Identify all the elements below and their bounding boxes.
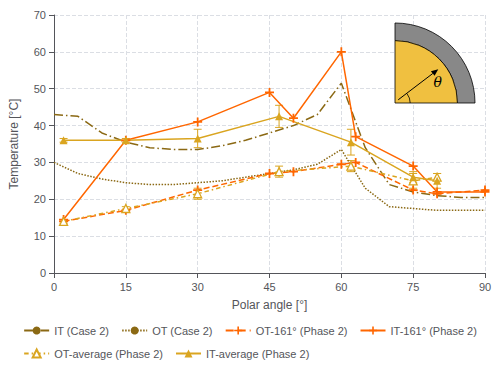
svg-text:0: 0 xyxy=(40,267,46,279)
svg-text:40: 40 xyxy=(34,120,46,132)
svg-text:45: 45 xyxy=(263,281,275,293)
svg-text:75: 75 xyxy=(407,281,419,293)
svg-text:IT-161° (Phase 2): IT-161° (Phase 2) xyxy=(391,325,477,337)
svg-text:IT (Case 2): IT (Case 2) xyxy=(54,325,109,337)
svg-text:Polar angle [°]: Polar angle [°] xyxy=(232,298,308,312)
svg-text:10: 10 xyxy=(34,230,46,242)
svg-text:θ: θ xyxy=(433,74,442,90)
svg-text:70: 70 xyxy=(34,9,46,21)
svg-text:15: 15 xyxy=(120,281,132,293)
svg-text:OT-161° (Phase 2): OT-161° (Phase 2) xyxy=(256,325,348,337)
svg-text:30: 30 xyxy=(192,281,204,293)
svg-text:90: 90 xyxy=(479,281,491,293)
svg-text:20: 20 xyxy=(34,193,46,205)
svg-text:OT (Case 2): OT (Case 2) xyxy=(152,325,212,337)
svg-text:Temperature [°C]: Temperature [°C] xyxy=(7,99,21,190)
svg-text:60: 60 xyxy=(34,46,46,58)
svg-text:60: 60 xyxy=(335,281,347,293)
svg-text:OT-average (Phase 2): OT-average (Phase 2) xyxy=(54,348,163,360)
svg-text:0: 0 xyxy=(51,281,57,293)
svg-text:30: 30 xyxy=(34,156,46,168)
svg-text:IT-average (Phase 2): IT-average (Phase 2) xyxy=(206,348,309,360)
svg-text:50: 50 xyxy=(34,83,46,95)
